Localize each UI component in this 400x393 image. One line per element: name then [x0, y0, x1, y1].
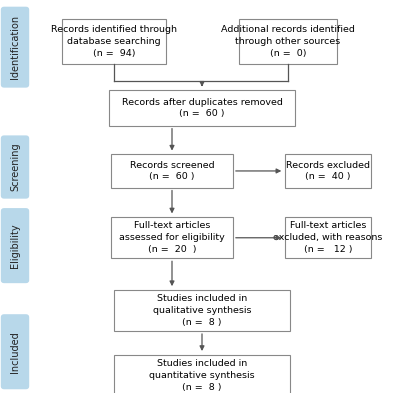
FancyBboxPatch shape	[285, 217, 371, 259]
FancyBboxPatch shape	[1, 314, 29, 389]
Text: Additional records identified
through other sources
(n =  0): Additional records identified through ot…	[221, 25, 355, 57]
Text: Studies included in
qualitative synthesis
(n =  8 ): Studies included in qualitative synthesi…	[153, 294, 251, 327]
Text: Records screened
(n =  60 ): Records screened (n = 60 )	[130, 161, 214, 181]
FancyBboxPatch shape	[111, 154, 233, 188]
Text: Screening: Screening	[10, 143, 20, 191]
FancyBboxPatch shape	[114, 354, 290, 393]
Text: Identification: Identification	[10, 15, 20, 79]
FancyBboxPatch shape	[114, 290, 290, 331]
FancyBboxPatch shape	[285, 154, 371, 188]
FancyBboxPatch shape	[111, 217, 233, 259]
FancyBboxPatch shape	[1, 208, 29, 283]
FancyBboxPatch shape	[62, 18, 166, 64]
Text: Studies included in
quantitative synthesis
(n =  8 ): Studies included in quantitative synthes…	[149, 359, 255, 391]
Text: Full-text articles
assessed for eligibility
(n =  20  ): Full-text articles assessed for eligibil…	[119, 222, 225, 254]
FancyBboxPatch shape	[239, 18, 337, 64]
Text: Records excluded
(n =  40 ): Records excluded (n = 40 )	[286, 161, 370, 181]
FancyBboxPatch shape	[1, 7, 29, 88]
FancyBboxPatch shape	[1, 135, 29, 199]
Text: Included: Included	[10, 331, 20, 373]
FancyBboxPatch shape	[109, 90, 295, 126]
Text: Records after duplicates removed
(n =  60 ): Records after duplicates removed (n = 60…	[122, 98, 282, 118]
Text: Eligibility: Eligibility	[10, 223, 20, 268]
Text: Full-text articles
excluded, with reasons
(n =   12 ): Full-text articles excluded, with reason…	[273, 222, 383, 254]
Text: Records identified through
database searching
(n =  94): Records identified through database sear…	[51, 25, 177, 57]
